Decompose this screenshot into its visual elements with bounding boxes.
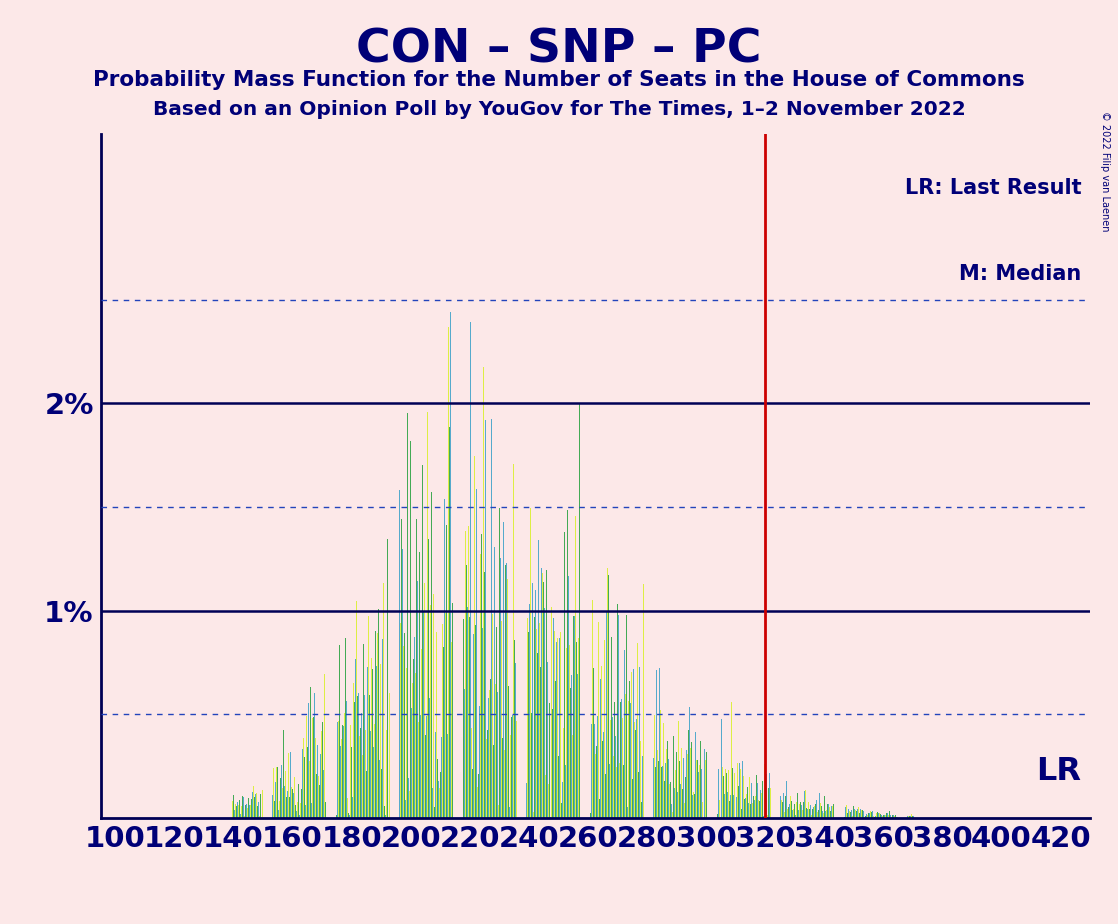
Text: © 2022 Filip van Laenen: © 2022 Filip van Laenen xyxy=(1100,111,1109,231)
Text: M: Median: M: Median xyxy=(959,264,1081,284)
Text: LR: Last Result: LR: Last Result xyxy=(904,178,1081,199)
Text: LR: LR xyxy=(1036,756,1081,787)
Text: CON – SNP – PC: CON – SNP – PC xyxy=(357,28,761,73)
Text: Probability Mass Function for the Number of Seats in the House of Commons: Probability Mass Function for the Number… xyxy=(93,70,1025,91)
Text: Based on an Opinion Poll by YouGov for The Times, 1–2 November 2022: Based on an Opinion Poll by YouGov for T… xyxy=(153,100,965,119)
